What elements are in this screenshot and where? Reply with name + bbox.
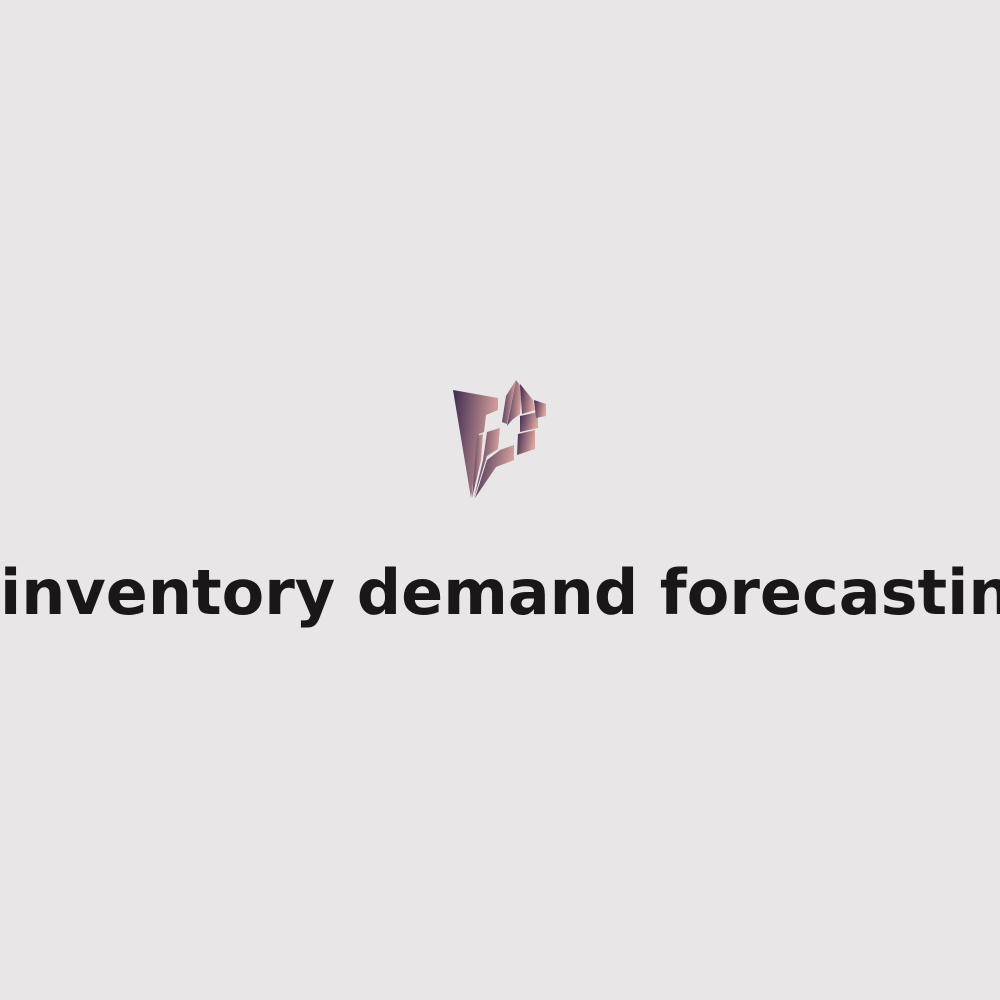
brand-name: inventory demand forecasting [0, 548, 1000, 638]
logo-icon [450, 376, 550, 502]
